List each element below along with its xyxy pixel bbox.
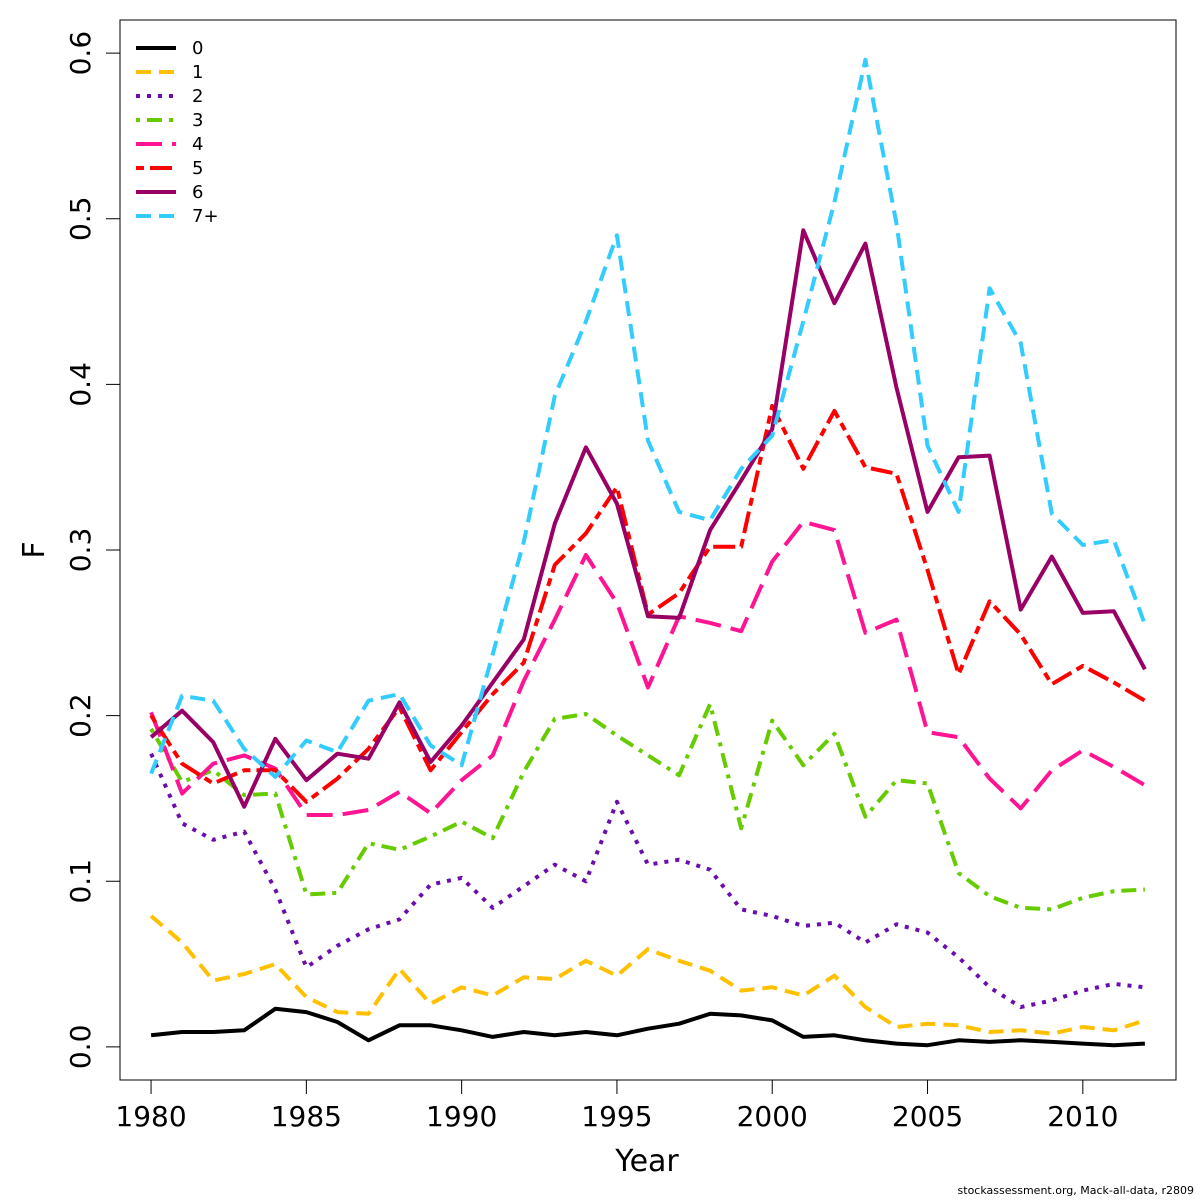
series-line-3 — [149, 702, 1146, 912]
x-axis: 1980 1985 1990 1995 2000 2005 2010 — [115, 1079, 1118, 1133]
y-axis-title: F — [17, 541, 52, 558]
legend-label: 0 — [192, 38, 203, 59]
y-tick-label: 0.1 — [64, 859, 97, 904]
series-line-2 — [149, 752, 1146, 1010]
footer-credit: stockassessment.org, Mack-all-data, r280… — [957, 1184, 1194, 1197]
series-line-6 — [149, 228, 1147, 809]
y-tick-label: 0.5 — [64, 196, 97, 241]
legend-label: 4 — [192, 134, 203, 155]
legend-label: 3 — [192, 110, 203, 131]
x-tick-label: 1985 — [271, 1100, 342, 1133]
series-line-4 — [149, 519, 1146, 817]
legend-label: 2 — [192, 86, 203, 107]
y-tick-label: 0.6 — [64, 31, 97, 76]
series-line-1 — [149, 914, 1146, 1036]
legend-label: 6 — [192, 182, 203, 203]
x-tick-label: 2010 — [1047, 1100, 1118, 1133]
x-tick-label: 1995 — [581, 1100, 652, 1133]
x-axis-title: Year — [614, 1144, 679, 1179]
x-tick-label: 2005 — [892, 1100, 963, 1133]
legend: 0 1 2 3 4 5 6 7+ — [136, 38, 219, 227]
y-tick-label: 0.2 — [64, 693, 97, 738]
series-line-7plus — [149, 57, 1147, 779]
x-tick-label: 2000 — [737, 1100, 808, 1133]
legend-label: 1 — [192, 62, 203, 83]
x-tick-label: 1980 — [115, 1100, 186, 1133]
legend-label: 5 — [192, 158, 203, 179]
legend-label: 7+ — [192, 206, 219, 227]
x-tick-label: 1990 — [426, 1100, 497, 1133]
y-axis: 0.0 0.1 0.2 0.3 0.4 0.5 0.6 — [64, 31, 121, 1070]
y-tick-label: 0.0 — [64, 1025, 97, 1070]
series-lines — [149, 57, 1147, 1048]
y-tick-label: 0.4 — [64, 362, 97, 407]
plot-frame — [119, 19, 1177, 1081]
series-line-0 — [150, 1006, 1146, 1048]
series-line-5 — [149, 403, 1146, 804]
y-tick-label: 0.3 — [64, 528, 97, 573]
